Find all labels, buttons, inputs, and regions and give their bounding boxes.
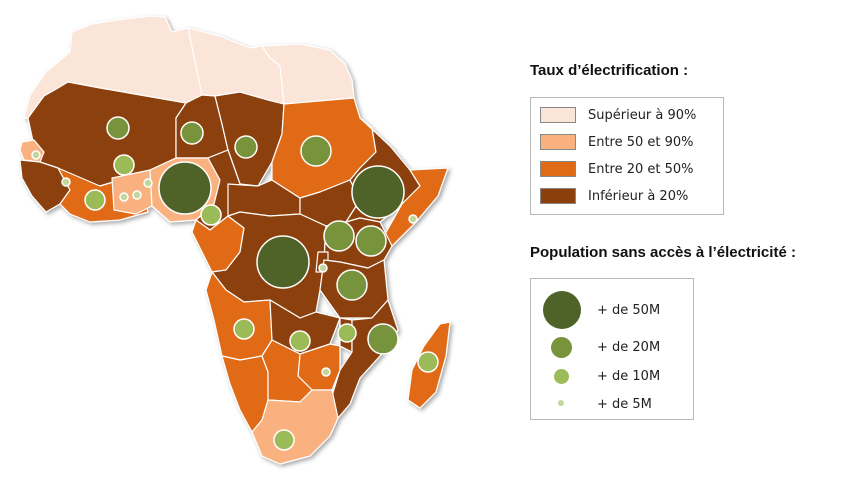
population-bubble-large bbox=[256, 235, 310, 289]
population-bubble-small bbox=[113, 154, 135, 176]
population-bubble-tiny bbox=[61, 177, 71, 187]
population-bubble-small bbox=[233, 318, 255, 340]
legend-population-box: + de 50M + de 20M + de 10M + de 5M bbox=[530, 278, 694, 420]
legend-label: + de 5M bbox=[597, 397, 652, 412]
population-bubble-small bbox=[84, 189, 106, 211]
legend-population-item: + de 10M bbox=[531, 369, 693, 385]
population-bubble-tiny bbox=[408, 214, 418, 224]
legend-swatch bbox=[540, 134, 576, 150]
population-bubble-mid bbox=[300, 135, 332, 167]
population-bubble-large bbox=[351, 165, 405, 219]
population-bubble-large bbox=[158, 161, 212, 215]
legend-label: Entre 50 et 90% bbox=[588, 134, 694, 150]
population-bubble-small bbox=[417, 351, 439, 373]
legend-label: + de 10M bbox=[597, 369, 661, 384]
legend-label: + de 50M bbox=[597, 303, 661, 318]
legend-population-item: + de 50M bbox=[531, 291, 693, 331]
legend-rate-item: Supérieur à 90% bbox=[540, 105, 696, 125]
population-bubble-small bbox=[200, 204, 222, 226]
bubble-large-icon bbox=[543, 291, 581, 329]
population-bubble-small bbox=[337, 323, 357, 343]
legend-rate-item: Entre 20 et 50% bbox=[540, 159, 694, 179]
population-bubble-tiny bbox=[31, 150, 41, 160]
population-bubble-tiny bbox=[119, 192, 129, 202]
population-bubble-tiny bbox=[321, 367, 331, 377]
population-bubble-mid bbox=[367, 323, 399, 355]
region-togo-benin bbox=[111, 169, 153, 215]
legend-swatch bbox=[540, 188, 576, 204]
legend-label: + de 20M bbox=[597, 340, 661, 355]
population-bubble-mid bbox=[180, 121, 204, 145]
legend-population-title: Population sans accès à l’électricité : bbox=[530, 244, 796, 261]
legend-rate-item: Inférieur à 20% bbox=[540, 186, 688, 206]
legend-label: Entre 20 et 50% bbox=[588, 161, 694, 177]
legend-label: Inférieur à 20% bbox=[588, 188, 689, 204]
population-bubble-mid bbox=[323, 220, 355, 252]
population-bubble-tiny bbox=[143, 178, 153, 188]
region-egypt bbox=[261, 43, 355, 105]
bubble-tiny-icon bbox=[558, 400, 564, 406]
population-bubble-mid bbox=[355, 225, 387, 257]
legend-population-item: + de 20M bbox=[531, 337, 693, 359]
population-bubble-small bbox=[289, 330, 311, 352]
population-bubble-tiny bbox=[318, 263, 328, 273]
population-bubble-small bbox=[273, 429, 295, 451]
population-bubble-tiny bbox=[132, 190, 142, 200]
region-south-africa bbox=[251, 389, 339, 465]
bubble-small-icon bbox=[554, 369, 569, 384]
legend-rate-title: Taux d’électrification : bbox=[530, 62, 689, 79]
legend-swatch bbox=[540, 107, 576, 123]
legend-swatch bbox=[540, 161, 576, 177]
legend-rate-item: Entre 50 et 90% bbox=[540, 132, 694, 152]
legend-population-item: + de 5M bbox=[531, 397, 693, 412]
africa-map bbox=[19, 15, 451, 465]
legend-label: Supérieur à 90% bbox=[588, 107, 697, 123]
population-bubble-mid bbox=[106, 116, 130, 140]
bubble-mid-icon bbox=[551, 337, 572, 358]
population-bubble-mid bbox=[336, 269, 368, 301]
population-bubble-mid bbox=[234, 135, 258, 159]
legend-rate-box: Supérieur à 90% Entre 50 et 90% Entre 20… bbox=[530, 97, 724, 215]
